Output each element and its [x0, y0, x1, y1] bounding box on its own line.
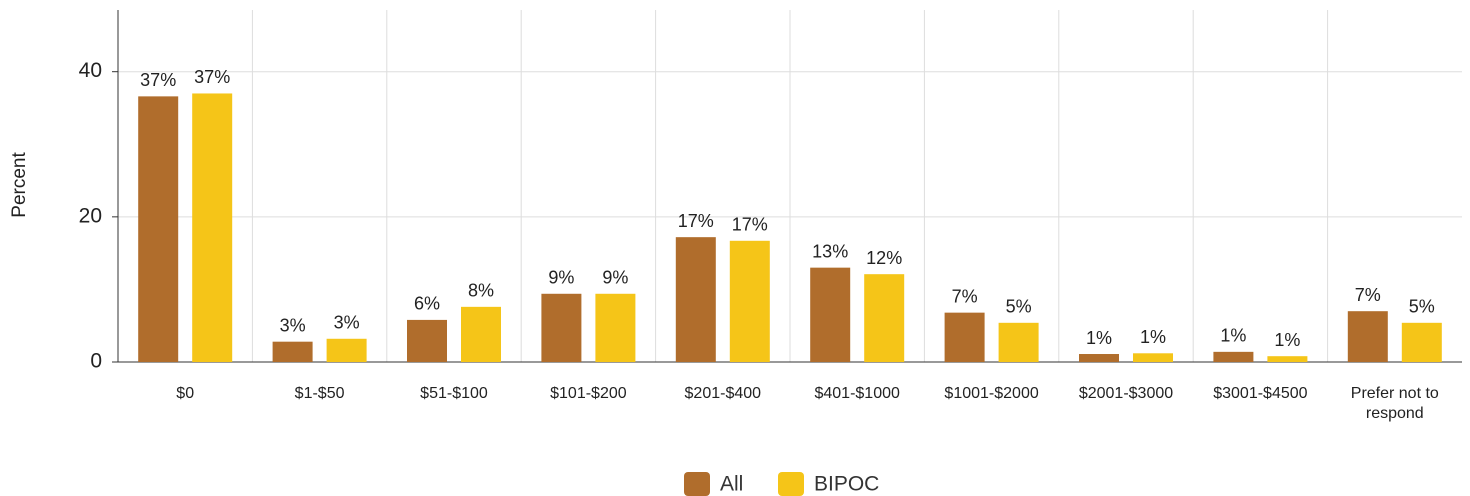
data-label: 7%	[952, 286, 978, 306]
legend-label: BIPOC	[814, 473, 879, 496]
bar	[138, 96, 179, 363]
data-label: 5%	[1006, 297, 1032, 317]
bar	[1267, 356, 1308, 362]
bar	[461, 306, 501, 362]
bar	[541, 293, 582, 362]
x-tick-label: $101-$200	[550, 385, 627, 402]
bar	[944, 312, 985, 362]
y-axis-label: Percent	[9, 152, 30, 218]
y-tick-label: 20	[79, 204, 102, 227]
data-label: 7%	[1355, 285, 1381, 305]
data-label: 17%	[732, 215, 768, 235]
x-tick-label: $3001-$4500	[1213, 385, 1308, 402]
bar	[407, 319, 447, 362]
data-label: 17%	[678, 211, 714, 231]
x-tick-label: Prefer not to respond	[1350, 385, 1439, 422]
data-label: 37%	[140, 70, 176, 90]
x-tick-label-box: $401-$1000	[814, 385, 900, 402]
data-label: 12%	[866, 248, 902, 268]
legend-swatch	[684, 472, 710, 496]
data-label: 3%	[280, 315, 306, 335]
x-tick-label-box: Prefer not to respond	[1350, 385, 1439, 422]
data-label: 9%	[548, 268, 574, 288]
bar	[998, 322, 1039, 362]
data-label: 1%	[1086, 328, 1112, 348]
x-tick-label: $2001-$3000	[1078, 385, 1174, 402]
x-tick-label-box: $51-$100	[420, 385, 488, 402]
data-label: 37%	[194, 67, 230, 87]
data-label: 1%	[1140, 327, 1166, 347]
bar	[1079, 354, 1119, 362]
data-label: 13%	[812, 241, 848, 261]
x-tick-label-box: $2001-$3000	[1078, 385, 1174, 402]
x-tick-label-box: $1-$50	[294, 385, 345, 402]
bar	[1213, 351, 1254, 362]
x-tick-label-box: $201-$400	[684, 385, 762, 402]
x-tick-label: $1001-$2000	[944, 385, 1039, 402]
bar	[1347, 311, 1388, 362]
data-label: 5%	[1409, 297, 1435, 317]
legend-swatch	[778, 472, 804, 496]
data-label: 1%	[1274, 330, 1300, 350]
x-tick-label: $401-$1000	[814, 385, 900, 402]
x-tick-label: $201-$400	[684, 385, 762, 402]
bar	[1401, 322, 1442, 362]
x-tick-label-box: $101-$200	[550, 385, 627, 402]
bar	[272, 341, 313, 362]
data-label: 9%	[602, 268, 628, 288]
y-tick-label: 40	[79, 59, 102, 82]
data-label: 8%	[468, 281, 494, 301]
x-tick-label-box: $0	[176, 385, 195, 402]
bar	[729, 240, 770, 362]
x-tick-label: $1-$50	[294, 385, 345, 402]
x-tick-label: $0	[176, 385, 195, 402]
data-label: 1%	[1220, 326, 1246, 346]
y-tick-label: 0	[90, 350, 102, 373]
bar	[1133, 353, 1173, 362]
legend-label: All	[720, 473, 743, 496]
data-label: 6%	[414, 294, 440, 314]
bar	[595, 293, 636, 362]
bar	[675, 237, 716, 362]
data-label: 3%	[334, 313, 360, 333]
bar	[864, 274, 905, 362]
bar	[192, 93, 233, 362]
x-tick-label: $51-$100	[420, 385, 488, 402]
bar	[810, 267, 851, 362]
x-tick-label-box: $3001-$4500	[1213, 385, 1308, 402]
bar	[326, 338, 367, 362]
x-tick-label-box: $1001-$2000	[944, 385, 1039, 402]
